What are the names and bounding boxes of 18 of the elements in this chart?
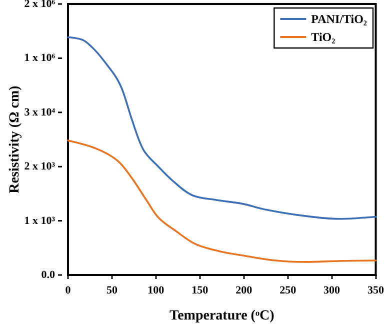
text: 1 x 10³ — [24, 214, 56, 227]
legend-label: PANI/TiO₂ — [311, 12, 368, 26]
x-tick-label: 50 — [106, 284, 118, 296]
legend-label: TiO₂ — [311, 30, 336, 44]
x-axis-title: Temperature (ᵒC) — [170, 308, 275, 324]
y-axis-title: Resistivity (Ω cm) — [8, 85, 22, 194]
x-tick-label: 0 — [65, 284, 72, 296]
text: 2 x 10⁶ — [24, 0, 56, 10]
x-tick-label: 350 — [368, 284, 384, 296]
text: 3 x 10⁴ — [24, 106, 56, 118]
text: 2 x 10³ — [24, 160, 56, 173]
text: 0.0 — [41, 269, 56, 281]
x-tick-label: 100 — [148, 284, 165, 296]
x-tick-label: 300 — [324, 284, 341, 296]
x-tick-label: 250 — [280, 284, 297, 296]
x-tick-label: 150 — [192, 284, 209, 296]
x-tick-label: 200 — [236, 284, 253, 296]
text: 1 x 10⁶ — [24, 52, 56, 64]
